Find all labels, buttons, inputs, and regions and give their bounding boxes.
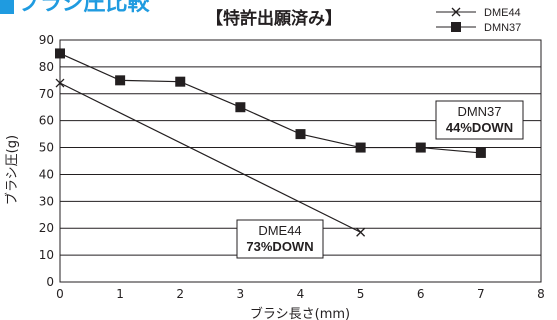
y-tick-label: 20 [39, 221, 54, 235]
patent-label: 【特許出願済み】 [206, 8, 342, 29]
x-marker-stroke [451, 7, 461, 17]
y-tick-label: 80 [39, 60, 54, 74]
y-tick-label: 50 [39, 141, 54, 155]
legend-label-dmn37: DMN37 [484, 22, 521, 34]
series-line-dmn37 [59, 52, 481, 154]
data-point-dmn37 [475, 147, 486, 158]
annotation-box-dmn37 [435, 100, 524, 140]
annotation-box-dme44 [236, 219, 324, 259]
x-tick-label: 5 [357, 287, 365, 301]
title-marker [0, 0, 14, 14]
legend-marker-dme44 [451, 7, 461, 17]
data-point-dmn37 [55, 48, 65, 59]
x-tick-label: 2 [176, 287, 184, 301]
plot-frame [59, 39, 542, 283]
y-tick-label: 90 [39, 33, 54, 47]
x-axis-title: ブラシ長さ(mm) [250, 306, 350, 320]
x-tick-label: 1 [116, 287, 124, 301]
x-marker-stroke [356, 227, 366, 237]
data-point-dme44 [55, 78, 65, 88]
data-point-dmn37 [355, 142, 366, 153]
y-tick-label: 70 [39, 87, 54, 101]
data-point-dmn37 [235, 102, 246, 113]
annotation-name-dmn37: DMN37 [457, 104, 501, 119]
series-line-dme44 [59, 82, 361, 233]
y-tick-label: 0 [46, 275, 54, 289]
axes: 0 10 20 30 40 50 60 70 80 90 0 1 2 3 4 5 6 7 8 [39, 33, 545, 301]
annotation-reduction-dmn37: 44%DOWN [446, 120, 513, 135]
y-tick-label: 40 [39, 167, 54, 181]
x-tick-label: 0 [56, 287, 64, 301]
y-tick-label: 60 [39, 114, 54, 128]
data-point-dme44 [356, 227, 366, 237]
legend-marker-dmn37 [451, 22, 461, 32]
y-tick-label: 30 [39, 194, 54, 208]
chart-title: ブラシ圧比較 [18, 0, 151, 16]
series [55, 48, 486, 237]
x-tick-label: 4 [297, 287, 305, 301]
legend-label-dme44: DME44 [484, 7, 521, 19]
x-tick-label: 6 [417, 287, 425, 301]
data-point-dmn37 [115, 75, 126, 86]
annotation-reduction-dme44: 73%DOWN [246, 239, 313, 254]
data-point-dmn37 [295, 129, 306, 140]
legend: DME44 DMN37 [436, 7, 521, 34]
y-tick-label: 10 [39, 248, 54, 262]
y-axis-title: ブラシ圧(g) [4, 135, 20, 205]
data-point-dmn37 [415, 142, 426, 153]
x-tick-label: 8 [537, 287, 545, 301]
x-marker-stroke [55, 78, 65, 88]
x-tick-label: 3 [237, 287, 245, 301]
annotation-name-dme44: DME44 [258, 223, 301, 238]
data-point-dmn37 [175, 76, 186, 87]
x-tick-label: 7 [477, 287, 485, 301]
